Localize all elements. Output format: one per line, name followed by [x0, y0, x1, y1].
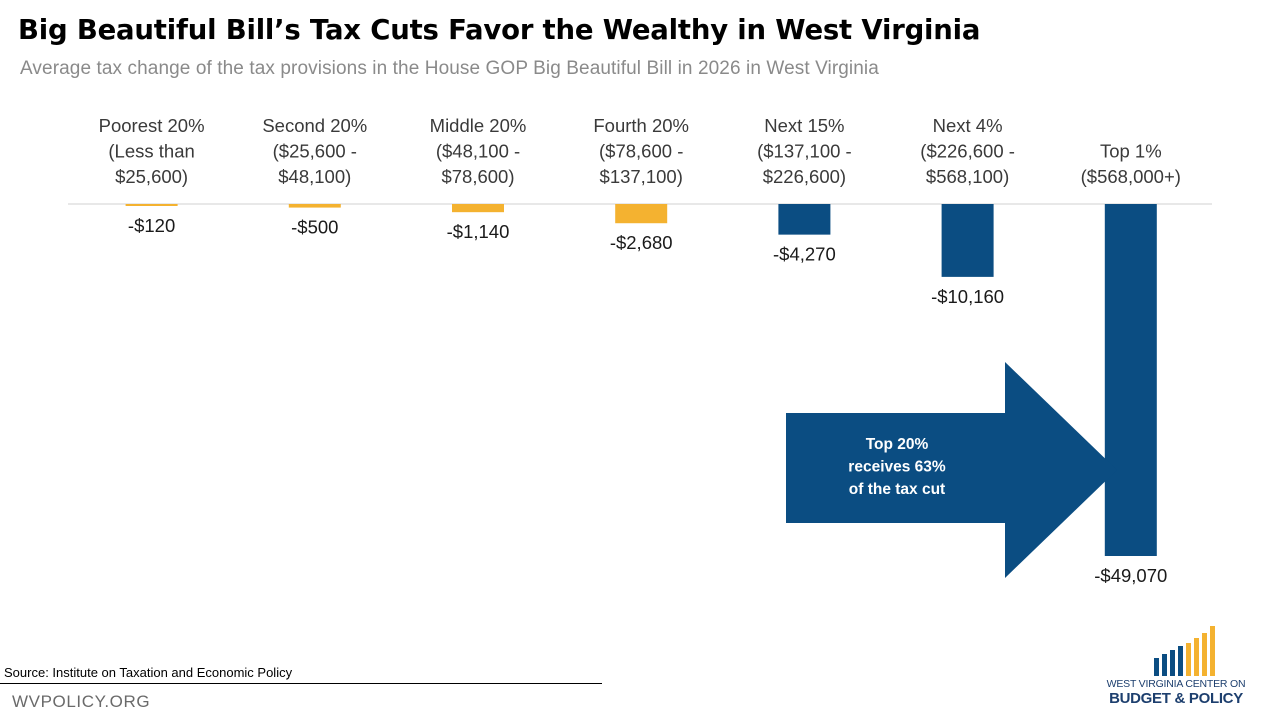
annotation-arrow [786, 362, 1117, 578]
bar-chart: -$120 Poorest 20% (Less than $25,600) -$500 S… [68, 115, 1212, 586]
source-note: Source: Institute on Taxation and Econom… [4, 665, 293, 680]
category-label: ($25,600 - [273, 141, 357, 162]
category-label: $78,600) [441, 166, 514, 187]
chart-title: Big Beautiful Bill’s Tax Cuts Favor the … [18, 14, 981, 46]
data-label: -$1,140 [447, 221, 510, 242]
logo-bar [1186, 643, 1191, 676]
category-label: $137,100) [600, 166, 683, 187]
data-label: -$120 [128, 215, 175, 236]
category-label: Second 20% [262, 115, 367, 136]
logo-bar [1170, 650, 1175, 676]
category-label: Top 1% [1100, 141, 1162, 162]
bar [778, 204, 831, 235]
bar [452, 204, 504, 213]
category-label: ($137,100 - [757, 141, 852, 162]
bar [288, 204, 341, 208]
annotation-text: Top 20% [866, 436, 929, 453]
data-label: -$10,160 [931, 286, 1004, 307]
source-divider [0, 683, 602, 684]
logo-bar [1178, 646, 1183, 676]
data-label: -$500 [291, 217, 338, 238]
wvcbp-logo: WEST VIRGINIA CENTER ON BUDGET & POLICY [1096, 624, 1266, 716]
annotation-text: of the tax cut [849, 481, 945, 498]
category-label: $48,100) [278, 166, 351, 187]
category-label: Middle 20% [430, 115, 527, 136]
logo-bars-icon [1154, 626, 1215, 676]
category-label: Fourth 20% [593, 115, 689, 136]
data-label: -$2,680 [610, 232, 673, 253]
bar [615, 204, 668, 224]
category-label: ($568,000+) [1081, 166, 1181, 187]
category-label: $25,600) [115, 166, 188, 187]
website-label: WVPOLICY.ORG [12, 692, 151, 711]
category-label: Next 4% [933, 115, 1003, 136]
logo-bar [1202, 633, 1207, 676]
logo-bar [1162, 654, 1167, 676]
chart-subtitle: Average tax change of the tax provisions… [20, 58, 879, 79]
logo-line-2: BUDGET & POLICY [1109, 690, 1243, 707]
category-label: ($48,100 - [436, 141, 520, 162]
logo-bar [1154, 658, 1159, 676]
category-label: ($226,600 - [920, 141, 1015, 162]
data-label: -$49,070 [1094, 565, 1167, 586]
category-label: (Less than [108, 141, 194, 162]
logo-bar [1210, 626, 1215, 676]
category-label: $568,100) [926, 166, 1009, 187]
logo-line-1: WEST VIRGINIA CENTER ON [1106, 678, 1246, 690]
category-label: ($78,600 - [599, 141, 683, 162]
category-label: $226,600) [763, 166, 846, 187]
bar [1104, 204, 1157, 556]
logo-bar [1194, 638, 1199, 676]
category-label: Next 15% [764, 115, 844, 136]
bar [125, 204, 178, 206]
annotation-text: receives 63% [848, 459, 946, 476]
data-label: -$4,270 [773, 244, 836, 265]
bar [941, 204, 994, 277]
category-label: Poorest 20% [99, 115, 205, 136]
